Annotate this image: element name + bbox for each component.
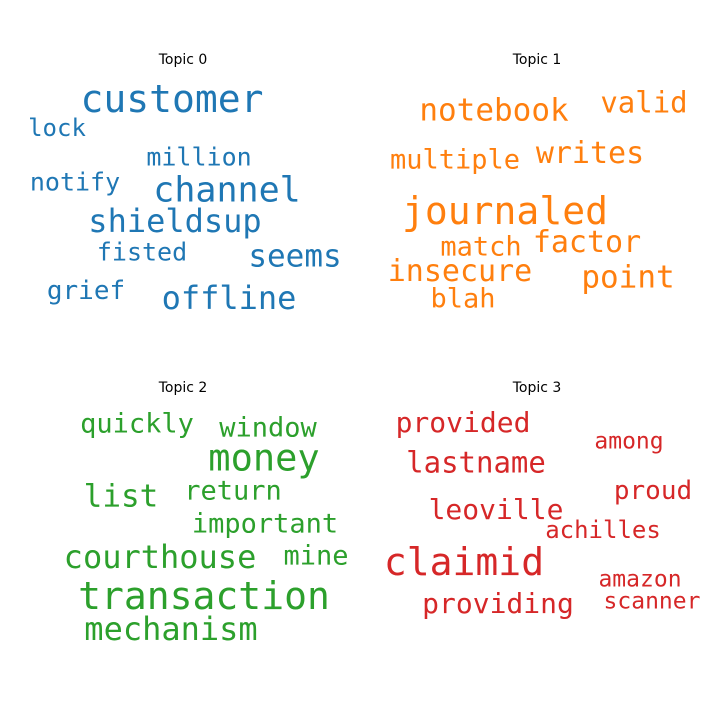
topic-0-word-million: million [146, 142, 252, 172]
topic-1-word-journaled: journaled [402, 189, 608, 233]
topic-1-word-multiple: multiple [389, 144, 521, 176]
topic-2-word-important: important [191, 508, 339, 540]
topic-1-word-point: point [581, 259, 675, 296]
topic-1-word-writes: writes [535, 136, 645, 171]
topic-0-word-fisted: fisted [96, 237, 188, 267]
topic-2-word-list: list [83, 478, 159, 515]
topic-0-title: Topic 0 [158, 52, 208, 68]
topic-1-word-notebook: notebook [419, 92, 569, 129]
topic-1-word-valid: valid [600, 85, 688, 120]
topic-0-word-customer: customer [80, 77, 264, 121]
topic-2-word-quickly: quickly [80, 408, 194, 440]
topic-1-word-blah: blah [430, 283, 496, 315]
topic-0-word-notify: notify [29, 167, 121, 197]
topic-0-word-grief: grief [46, 276, 126, 306]
topic-0-word-lock: lock [28, 114, 86, 142]
topic-0-word-seems: seems [248, 238, 342, 275]
topic-2-word-transaction: transaction [78, 574, 330, 618]
topic-1-title: Topic 1 [512, 52, 562, 68]
topic-3-word-providing: providing [422, 587, 574, 620]
topic-1-word-factor: factor [532, 225, 642, 260]
topic-3-word-amazon: amazon [598, 566, 682, 593]
topic-3-word-among: among [594, 428, 664, 455]
topic-2-title: Topic 2 [158, 380, 208, 396]
topic-1-word-insecure: insecure [387, 254, 533, 289]
topic-0-word-shieldsup: shieldsup [88, 202, 262, 240]
topic-3-word-achilles: achilles [545, 516, 661, 544]
topic-3-word-provided: provided [395, 406, 531, 439]
topic-0-word-offline: offline [161, 279, 297, 317]
topic-3-word-lastname: lastname [406, 445, 546, 480]
topic-3-word-proud: proud [613, 476, 693, 506]
topic-2-word-return: return [184, 475, 282, 507]
topic-3-word-leoville: leoville [428, 493, 564, 526]
topic-2-word-money: money [208, 436, 320, 480]
topic-2-word-window: window [219, 412, 317, 444]
topic-0-word-channel: channel [153, 170, 301, 211]
topic-1-word-match: match [440, 231, 522, 263]
topic-3-word-claimid: claimid [383, 540, 545, 584]
topic-3-title: Topic 3 [512, 380, 562, 396]
topic-2-word-mine: mine [283, 540, 349, 572]
topic-3-word-scanner: scanner [603, 588, 701, 615]
topic-2-word-mechanism: mechanism [84, 610, 258, 648]
topic-2-word-courthouse: courthouse [63, 538, 257, 576]
